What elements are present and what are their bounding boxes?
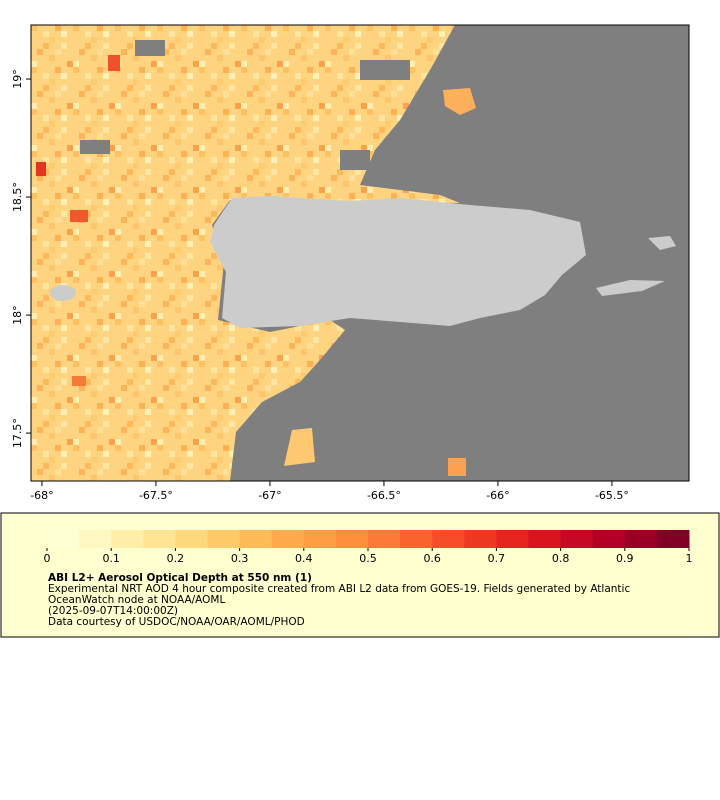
colorbar-swatch [464, 530, 497, 548]
aerosol-patch [448, 458, 466, 476]
caption-line: Experimental NRT AOD 4 hour composite cr… [48, 583, 630, 595]
no-data [80, 140, 110, 154]
colorbar-tick-label: 0 [44, 552, 51, 565]
x-tick-label: -65.5° [595, 489, 629, 502]
colorbar-swatch [656, 530, 690, 548]
y-tick-label: 18° [11, 305, 24, 325]
x-tick-label: -67.5° [139, 489, 173, 502]
colorbar-swatch [624, 530, 658, 548]
no-data [135, 40, 165, 56]
y-tick-label: 19° [11, 69, 24, 89]
colorbar-swatch [47, 530, 80, 548]
colorbar-swatch [207, 530, 241, 548]
colorbar-swatch [368, 530, 401, 548]
colorbar-swatch [143, 530, 176, 548]
colorbar-swatch [432, 530, 465, 548]
y-tick-label: 18.5° [11, 182, 24, 212]
no-data [340, 150, 370, 170]
colorbar-swatch [528, 530, 562, 548]
colorbar-tick-label: 0.9 [616, 552, 634, 565]
aerosol-patch [70, 210, 88, 222]
colorbar-tick-label: 0.6 [423, 552, 441, 565]
colorbar-swatch [400, 530, 433, 548]
aerosol-patch [108, 55, 120, 71]
x-tick-label: -68° [30, 489, 53, 502]
colorbar-swatch [239, 530, 273, 548]
caption-title: ABI L2+ Aerosol Optical Depth at 550 nm … [48, 572, 312, 584]
colorbar-swatch [303, 530, 337, 548]
x-tick-label: -67° [258, 489, 281, 502]
x-tick-label: -66.5° [367, 489, 401, 502]
aerosol-patch [72, 376, 86, 386]
colorbar-tick-label: 0.1 [102, 552, 120, 565]
colorbar-tick-label: 0.7 [488, 552, 506, 565]
colorbar-tick-label: 0.5 [359, 552, 377, 565]
caption-line: OceanWatch node at NOAA/AOML [48, 594, 225, 606]
colorbar-swatch [335, 530, 369, 548]
colorbar-tick-label: 0.2 [167, 552, 185, 565]
land [596, 280, 665, 296]
land [210, 196, 586, 328]
colorbar-swatch [111, 530, 144, 548]
caption-line: Data courtesy of USDOC/NOAA/OAR/AOML/PHO… [48, 616, 305, 628]
aerosol-patch [36, 162, 46, 176]
x-tick-label: -66° [486, 489, 509, 502]
colorbar-swatch [79, 530, 112, 548]
land [648, 236, 676, 250]
aerosol-patch [284, 428, 315, 466]
aerosol-patch [443, 88, 476, 115]
axes: -68° -67.5° -67° -66.5° -66° -65.5° 17.5° 18° 18… [11, 69, 629, 502]
colorbar-tick-label: 0.3 [231, 552, 249, 565]
colorbar: 0 0.1 0.2 0.3 0.4 0.5 0.6 0.7 0.8 0.9 1 [44, 530, 693, 565]
colorbar-tick-label: 0.4 [295, 552, 313, 565]
colorbar-swatch [175, 530, 208, 548]
colorbar-swatch [560, 530, 594, 548]
colorbar-swatch [592, 530, 626, 548]
map [30, 24, 690, 482]
caption-line: (2025-09-07T14:00:00Z) [48, 605, 178, 617]
aerosol-field [31, 25, 460, 481]
land [50, 285, 76, 301]
map-frame [30, 24, 690, 482]
colorbar-swatch [496, 530, 529, 548]
colorbar-tick-label: 0.8 [552, 552, 570, 565]
colorbar-swatch [271, 530, 305, 548]
colorbar-tick-label: 1 [686, 552, 693, 565]
no-data [360, 60, 410, 80]
y-tick-label: 17.5° [11, 418, 24, 448]
